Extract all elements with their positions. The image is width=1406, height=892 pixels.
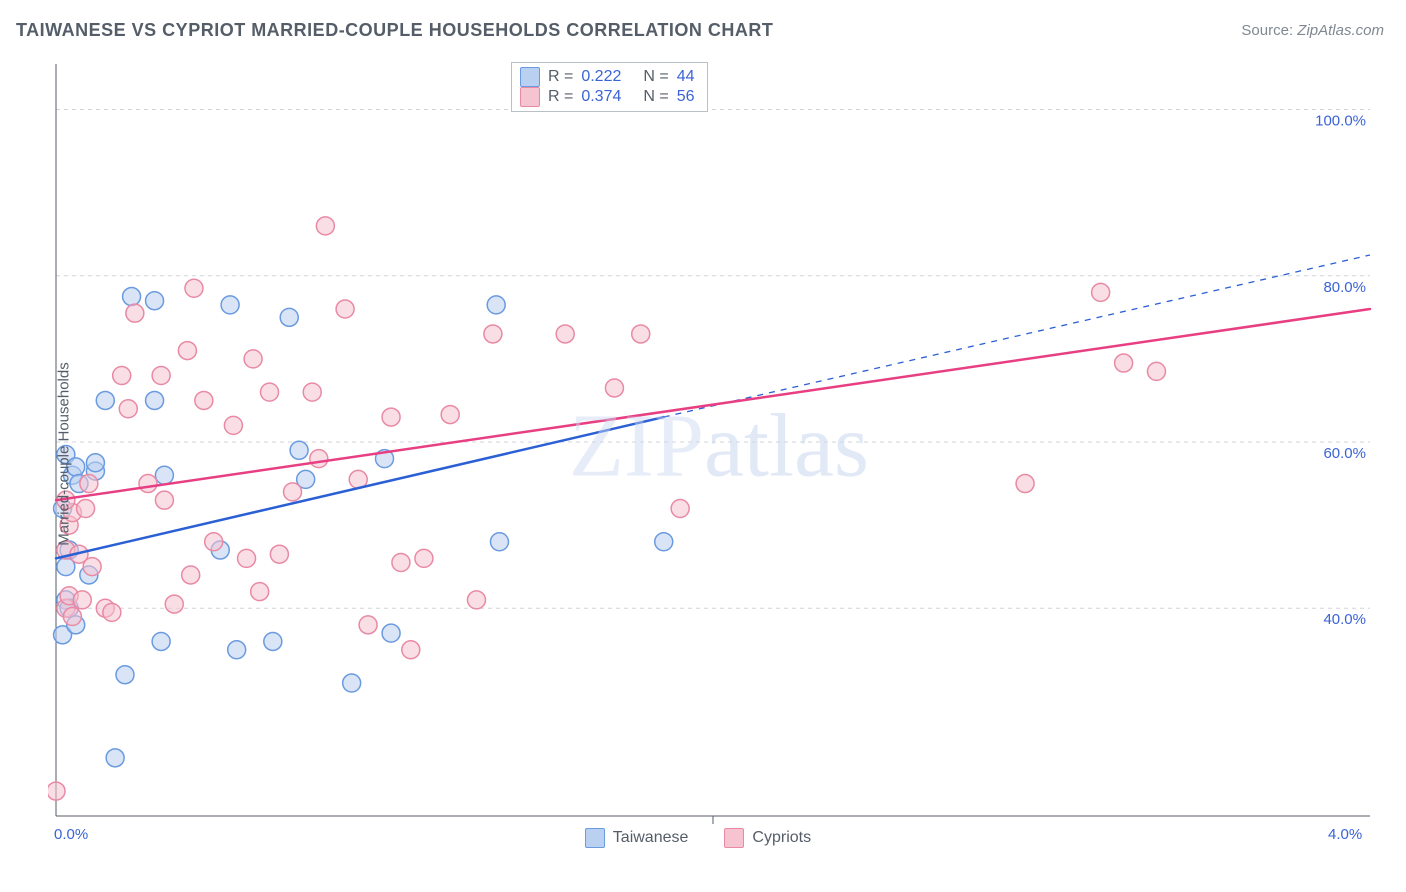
- stat-r-label: R =: [548, 88, 573, 106]
- source-value: ZipAtlas.com: [1297, 22, 1384, 39]
- legend-item: Cypriots: [724, 828, 811, 848]
- bottom-legend: Taiwanese Cypriots: [585, 828, 811, 848]
- stat-row: R = 0.222 N = 44: [520, 67, 697, 87]
- stat-n-label: N =: [643, 88, 668, 106]
- y-tick-label: 80.0%: [1323, 279, 1366, 296]
- y-tick-label: 100.0%: [1315, 113, 1366, 130]
- stat-n-value: 56: [677, 88, 697, 106]
- chart-plot-area: Married-couple Households ZIPatlas 40.0%…: [48, 56, 1390, 852]
- legend-swatch: [724, 828, 744, 848]
- y-tick-label: 60.0%: [1323, 445, 1366, 462]
- correlation-stat-box: R = 0.222 N = 44 R = 0.374 N = 56: [511, 62, 708, 112]
- stat-n-label: N =: [643, 68, 668, 86]
- legend-swatch: [585, 828, 605, 848]
- source-prefix: Source:: [1241, 22, 1297, 39]
- source-attribution: Source: ZipAtlas.com: [1241, 22, 1384, 39]
- chart-title: TAIWANESE VS CYPRIOT MARRIED-COUPLE HOUS…: [16, 20, 773, 41]
- stat-row: R = 0.374 N = 56: [520, 87, 697, 107]
- legend-swatch: [520, 67, 540, 87]
- legend-label: Cypriots: [752, 829, 811, 847]
- legend-item: Taiwanese: [585, 828, 689, 848]
- x-tick-label: 4.0%: [1328, 826, 1362, 843]
- x-tick-label: 0.0%: [54, 826, 88, 843]
- legend-label: Taiwanese: [613, 829, 689, 847]
- y-axis-label: Married-couple Households: [56, 362, 73, 545]
- stat-r-value: 0.374: [581, 88, 635, 106]
- stat-n-value: 44: [677, 68, 697, 86]
- chart-svg: 40.0% 60.0% 80.0% 100.0%: [48, 56, 1390, 852]
- stat-r-value: 0.222: [581, 68, 635, 86]
- y-tick-label: 40.0%: [1323, 611, 1366, 628]
- stat-r-label: R =: [548, 68, 573, 86]
- legend-swatch: [520, 87, 540, 107]
